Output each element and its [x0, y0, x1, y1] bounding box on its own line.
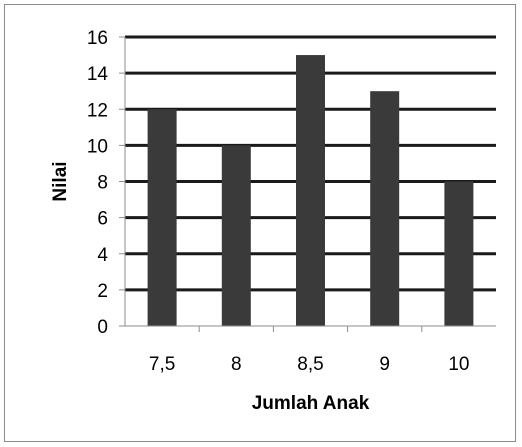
- bar: [370, 91, 400, 326]
- y-tick-label: 2: [97, 281, 108, 302]
- x-axis-title: Jumlah Anak: [252, 393, 370, 414]
- chart-area: [4, 4, 516, 442]
- x-tick-label: 10: [448, 354, 469, 375]
- y-tick-label: 6: [97, 209, 108, 230]
- y-tick-label: 14: [87, 64, 109, 85]
- bar: [296, 55, 325, 326]
- x-tick-label: 7,5: [149, 354, 175, 375]
- x-tick-labels: 7,5 8 8,5 9 10: [149, 354, 470, 375]
- bar: [444, 181, 474, 326]
- x-tick-label: 9: [379, 354, 390, 375]
- bar: [221, 145, 251, 326]
- y-axis-title: Nilai: [50, 161, 71, 201]
- bar: [147, 109, 177, 326]
- y-tick-label: 0: [97, 317, 108, 338]
- y-tick-labels: 0 2 4 6 8 10 12 14 16: [87, 28, 109, 338]
- y-tick-label: 16: [87, 28, 108, 49]
- y-tick-label: 8: [97, 173, 108, 194]
- x-tick-label: 8: [231, 354, 242, 375]
- x-tick-label: 8,5: [297, 354, 323, 375]
- axes: [119, 36, 496, 332]
- y-tick-label: 4: [97, 245, 108, 266]
- y-tick-label: 10: [87, 136, 108, 157]
- bars: [147, 55, 474, 326]
- y-tick-label: 12: [87, 100, 108, 121]
